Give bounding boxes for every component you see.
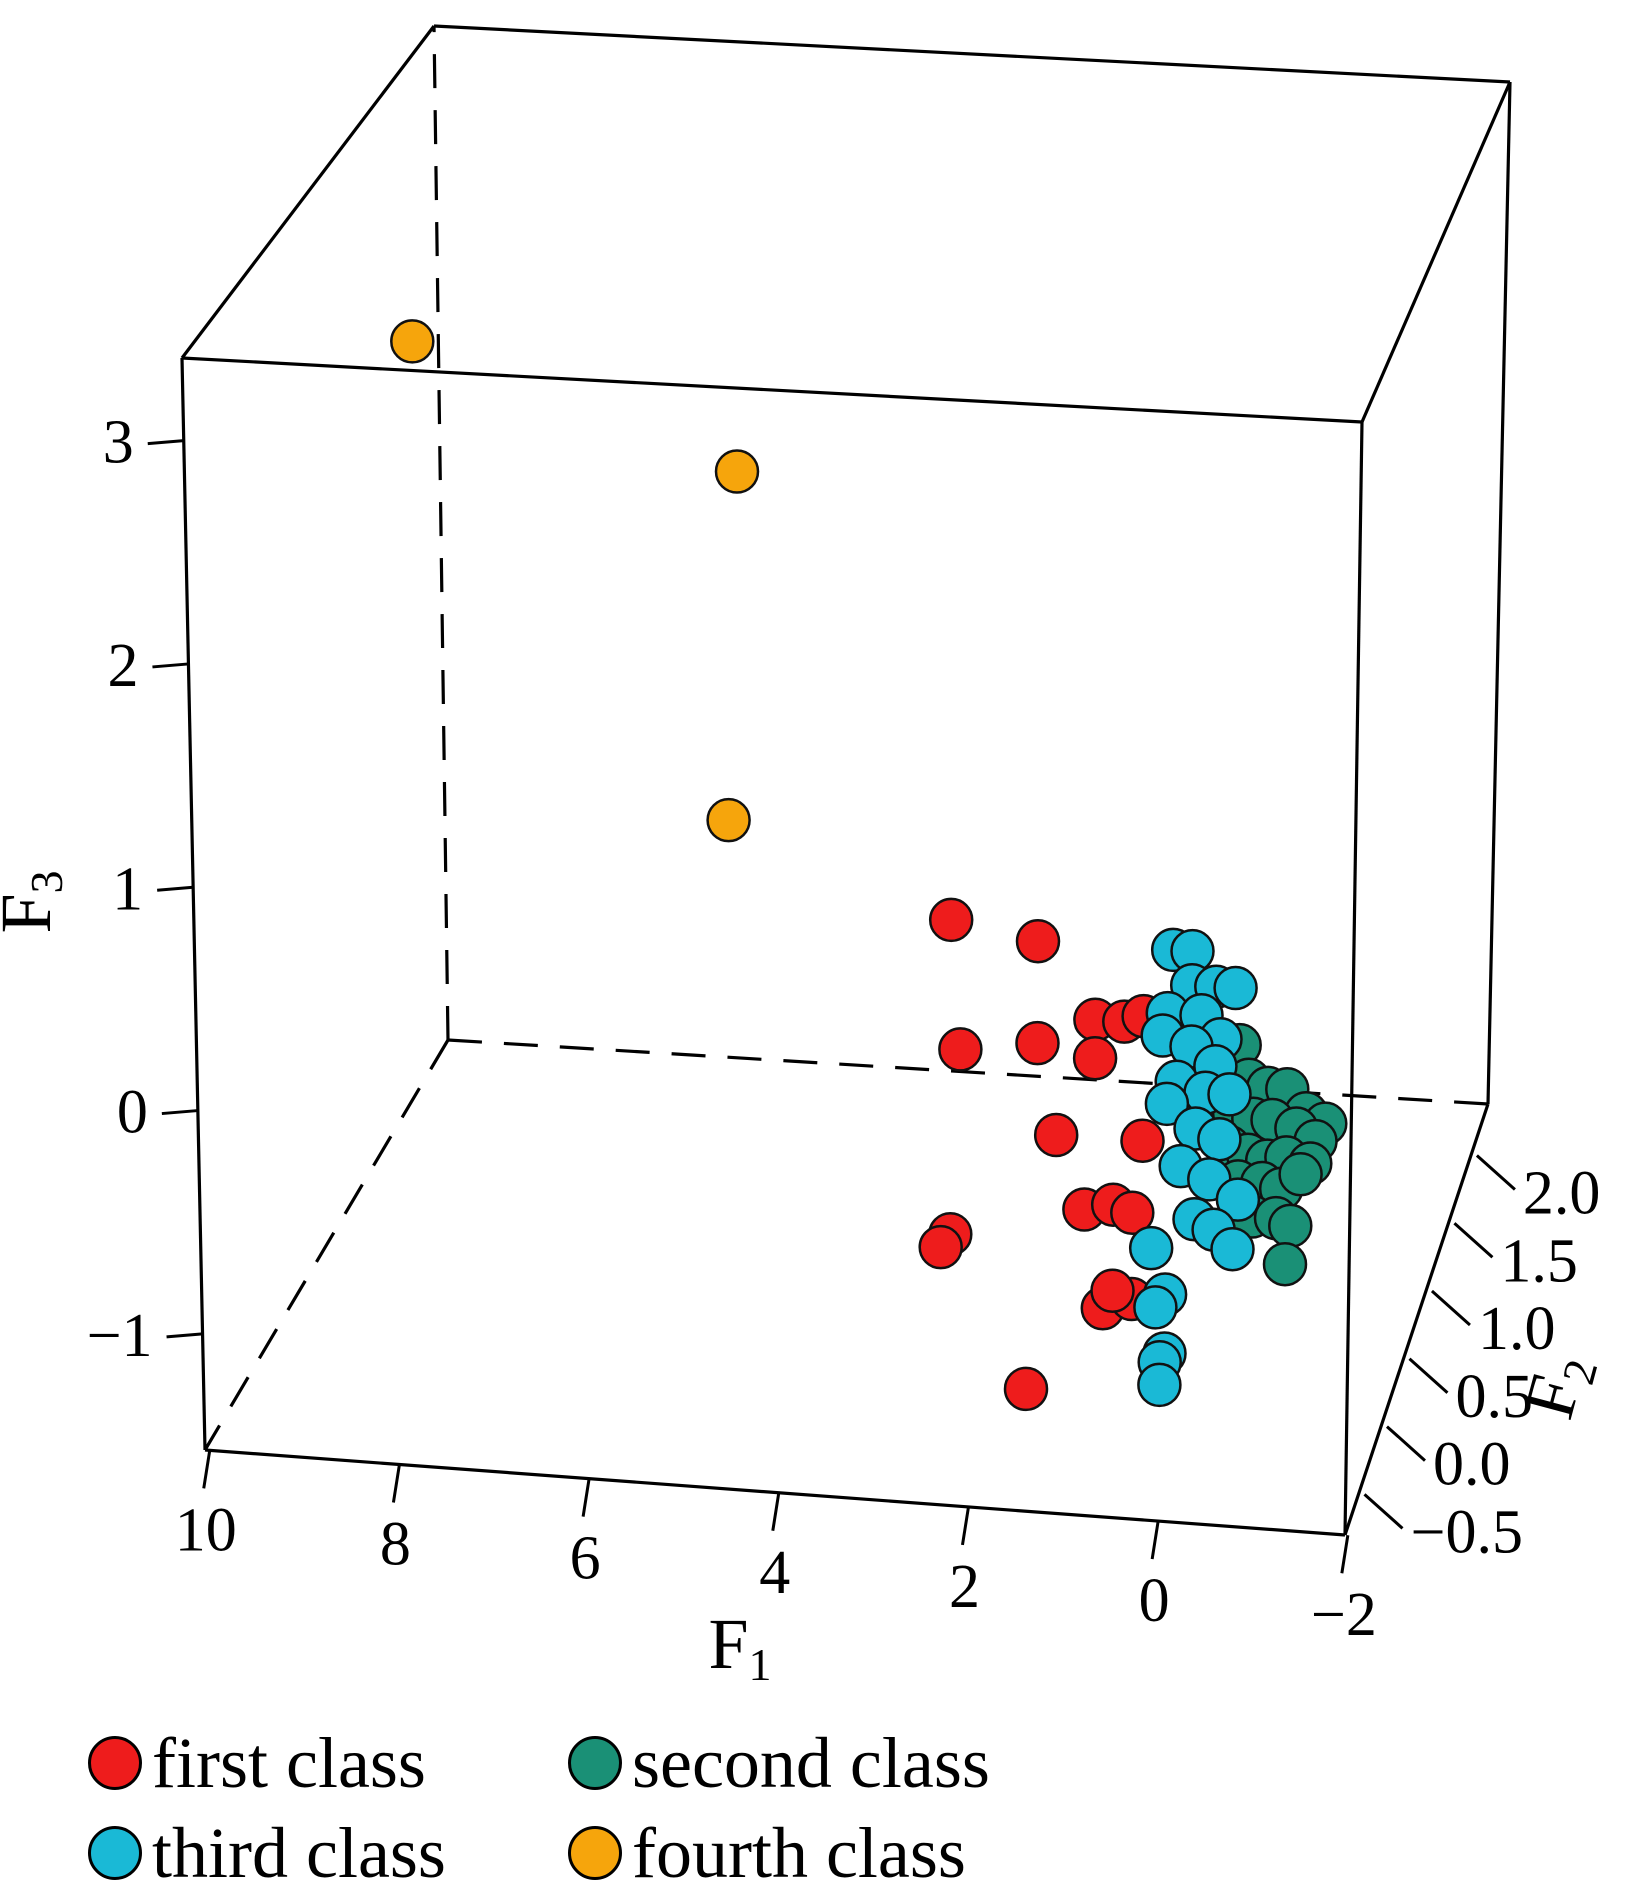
legend-item-first-class: first class xyxy=(88,1727,568,1799)
z-tick-mark xyxy=(147,439,184,446)
legend-swatch-fourth-class xyxy=(568,1826,622,1880)
axis-labels: F1F3F2 xyxy=(0,870,1607,1690)
data-point-first-class xyxy=(928,897,974,943)
box-edge-back-right xyxy=(1486,81,1512,1105)
data-point-first-class xyxy=(1033,1112,1079,1158)
data-point-third-class xyxy=(1210,1226,1255,1272)
x-tick-mark xyxy=(960,1506,970,1546)
y-tick-label: 1.5 xyxy=(1500,1227,1578,1295)
data-point-first-class xyxy=(918,1224,963,1270)
y-tick-label: 1.0 xyxy=(1478,1295,1556,1363)
box-edge-top-left xyxy=(180,25,436,359)
z-tick-mark xyxy=(152,662,189,669)
data-point-first-class xyxy=(1090,1268,1135,1314)
x-tick-label: 4 xyxy=(759,1539,790,1607)
x-tick-label: 8 xyxy=(380,1510,411,1578)
legend-swatch-second-class xyxy=(568,1736,622,1790)
x-axis-ticks: 10 8 6 4 2 0 −2 xyxy=(175,1450,1377,1649)
box-edge-front-bottom xyxy=(204,1448,1346,1537)
box-edge-front-left xyxy=(180,357,207,1451)
data-point-second-class xyxy=(1268,1203,1313,1249)
z-tick-label: 0 xyxy=(117,1079,148,1147)
legend-swatch-first-class xyxy=(88,1736,142,1790)
box-edge-back-top xyxy=(433,24,1511,84)
data-point-first-class xyxy=(1003,1366,1049,1412)
data-point-fourth-class xyxy=(714,449,760,494)
z-tick-mark xyxy=(166,1332,203,1339)
data-point-second-class xyxy=(1262,1241,1308,1287)
z-tick-mark xyxy=(161,1109,198,1116)
data-point-first-class xyxy=(1110,1190,1155,1236)
z-tick-label: 3 xyxy=(103,409,134,477)
data-point-third-class xyxy=(1137,1362,1182,1408)
x-tick-label: 0 xyxy=(1139,1567,1170,1635)
data-point-third-class xyxy=(1128,1225,1174,1271)
box-edge-front-right xyxy=(1343,421,1364,1536)
data-point-third-class xyxy=(1213,965,1258,1011)
y-tick-mark xyxy=(1385,1425,1426,1462)
data-point-first-class xyxy=(1120,1118,1165,1164)
y-tick-mark xyxy=(1453,1222,1494,1259)
data-point-fourth-class xyxy=(390,319,435,364)
legend-item-third-class: third class xyxy=(88,1817,568,1889)
data-points xyxy=(390,319,1348,1412)
x-tick-mark xyxy=(1340,1534,1350,1574)
plot-box xyxy=(180,24,1512,1537)
legend-label-first-class: first class xyxy=(152,1723,426,1803)
box-edge-top-right xyxy=(1360,81,1512,423)
z-axis-label: F3 xyxy=(0,870,72,933)
box-edge-back-left-hidden xyxy=(432,25,450,1041)
y-tick-label: −0.5 xyxy=(1410,1498,1522,1566)
z-tick-label: 2 xyxy=(107,632,138,700)
z-tick-label: −1 xyxy=(87,1302,153,1370)
data-point-third-class xyxy=(1207,1072,1252,1117)
y-axis-ticks: −0.50.00.51.01.52.0 xyxy=(1363,1154,1601,1566)
x-tick-label: 6 xyxy=(570,1525,601,1593)
legend-label-second-class: second class xyxy=(632,1723,990,1803)
box-edge-bottom-left-hidden xyxy=(203,1039,450,1451)
y-tick-mark xyxy=(1430,1289,1471,1327)
box-edge-bottom-right xyxy=(1343,1103,1490,1536)
legend: first class second class third class fou… xyxy=(88,1718,1088,1898)
x-axis-label: F1 xyxy=(708,1604,771,1690)
legend-swatch-third-class xyxy=(88,1826,142,1880)
legend-label-fourth-class: fourth class xyxy=(632,1813,966,1893)
box-edge-front-top xyxy=(181,356,1363,424)
y-tick-mark xyxy=(1408,1357,1449,1394)
legend-item-second-class: second class xyxy=(568,1727,990,1799)
data-point-third-class xyxy=(1133,1285,1178,1330)
x-tick-label: 2 xyxy=(949,1553,980,1621)
data-point-third-class xyxy=(1197,1116,1242,1162)
data-point-third-class xyxy=(1144,1081,1190,1127)
x-tick-mark xyxy=(581,1478,591,1517)
x-tick-mark xyxy=(771,1492,781,1532)
x-tick-mark xyxy=(391,1464,401,1503)
y-tick-label: 0.5 xyxy=(1455,1363,1533,1431)
x-tick-mark xyxy=(202,1450,212,1489)
z-axis-ticks: −1 0 1 2 3 xyxy=(87,409,203,1370)
y-tick-label: 2.0 xyxy=(1523,1160,1601,1228)
data-point-third-class xyxy=(1215,1177,1261,1222)
data-point-first-class xyxy=(1015,1020,1060,1066)
data-point-first-class xyxy=(1072,1036,1118,1081)
data-point-first-class xyxy=(938,1027,983,1072)
y-tick-label: 0.0 xyxy=(1433,1431,1511,1499)
data-point-first-class xyxy=(1015,918,1061,964)
x-tick-label: 10 xyxy=(175,1496,237,1564)
x-tick-mark xyxy=(1150,1520,1160,1560)
z-tick-mark xyxy=(157,885,194,892)
legend-label-third-class: third class xyxy=(152,1813,446,1893)
data-point-fourth-class xyxy=(706,797,751,843)
legend-item-fourth-class: fourth class xyxy=(568,1817,966,1889)
z-tick-label: 1 xyxy=(112,855,143,923)
y-tick-mark xyxy=(1475,1154,1516,1191)
y-tick-mark xyxy=(1363,1493,1404,1530)
x-tick-label: −2 xyxy=(1311,1581,1377,1649)
data-point-second-class xyxy=(1278,1152,1323,1197)
